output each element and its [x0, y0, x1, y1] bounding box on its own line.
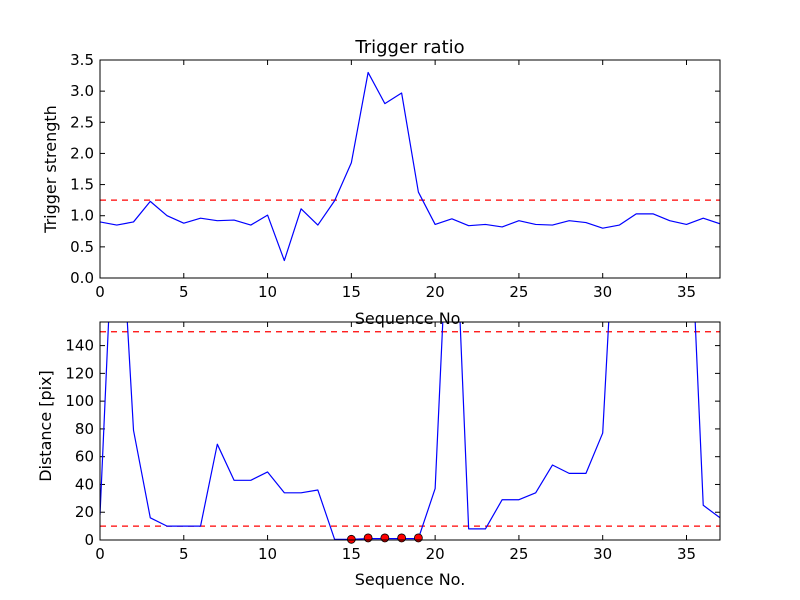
bottom-y-tick-label: 100 — [65, 392, 94, 410]
bottom-x-tick-label: 30 — [593, 545, 612, 563]
top-y-tick-label: 0.5 — [70, 238, 94, 256]
bottom-x-tick-label: 35 — [677, 545, 696, 563]
top-y-tick-label: 3.0 — [70, 82, 94, 100]
top-x-tick-label: 15 — [342, 283, 361, 301]
bottom-marker-point — [413, 533, 423, 543]
top-axis-ticks: 0 5 10 15 20 25 30 35 0.0 0.5 1.0 1.5 2.0 2.5 3.0 3.5 — [70, 51, 720, 301]
bottom-y-tick-label: 120 — [65, 364, 94, 382]
bottom-axis-ticks: 0 5 10 15 20 25 30 35 0 20 40 60 80 100 120 140 — [65, 322, 720, 563]
bottom-x-tick-label: 10 — [258, 545, 277, 563]
top-series-group — [100, 71, 720, 262]
top-y-tick-label: 2.5 — [70, 113, 94, 131]
top-x-tick-label: 10 — [258, 283, 277, 301]
bottom-y-tick-label: 0 — [84, 531, 94, 549]
bottom-marker-point — [346, 534, 356, 544]
bottom-x-tick-label: 20 — [426, 545, 445, 563]
top-series-line — [100, 71, 720, 262]
top-x-tick-label: 20 — [426, 283, 445, 301]
bottom-marker-point — [397, 533, 407, 543]
top-y-tick-label: 1.0 — [70, 207, 94, 225]
top-y-tick-label: 2.0 — [70, 144, 94, 162]
bottom-x-tick-label: 15 — [342, 545, 361, 563]
bottom-marker-point — [380, 533, 390, 543]
top-x-tick-label: 0 — [95, 283, 105, 301]
top-x-tick-label: 35 — [677, 283, 696, 301]
chart-title: Trigger ratio — [354, 37, 464, 58]
bottom-x-tick-label: 25 — [509, 545, 528, 563]
top-y-axis-label: Trigger strength — [41, 105, 60, 234]
top-x-tick-label: 5 — [179, 283, 189, 301]
bottom-y-tick-label: 20 — [75, 503, 94, 521]
top-plot-frame — [99, 59, 721, 279]
bottom-x-tick-label: 0 — [95, 545, 105, 563]
trigger-ratio-chart: Trigger ratio 0 5 10 15 20 25 30 35 0.0 0.5 1.0 1.5… — [41, 37, 721, 328]
top-x-axis-label: Sequence No. — [355, 309, 466, 328]
bottom-marker-point — [363, 533, 373, 543]
bottom-threshold-lines — [100, 331, 720, 527]
bottom-y-tick-label: 60 — [75, 448, 94, 466]
bottom-plot-frame — [99, 321, 721, 541]
bottom-x-axis-label: Sequence No. — [355, 570, 466, 589]
bottom-y-tick-label: 80 — [75, 420, 94, 438]
top-y-tick-label: 1.5 — [70, 176, 94, 194]
top-x-tick-label: 25 — [509, 283, 528, 301]
bottom-x-tick-label: 5 — [179, 545, 189, 563]
top-y-tick-label: 0.0 — [70, 269, 94, 287]
bottom-series-line — [100, 322, 720, 540]
top-x-tick-label: 30 — [593, 283, 612, 301]
top-y-tick-label: 3.5 — [70, 51, 94, 69]
bottom-series-group — [100, 322, 720, 540]
bottom-y-tick-label: 140 — [65, 337, 94, 355]
bottom-y-axis-label: Distance [pix] — [36, 370, 55, 482]
distance-chart: 0 5 10 15 20 25 30 35 0 20 40 60 80 100 120 140 Sequenc… — [36, 321, 721, 589]
bottom-y-tick-label: 40 — [75, 475, 94, 493]
